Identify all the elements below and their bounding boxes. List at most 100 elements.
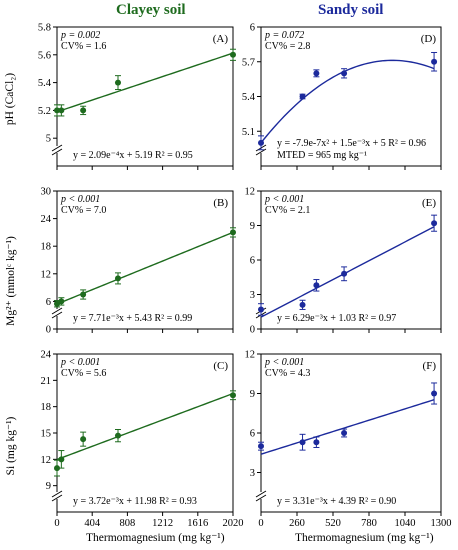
panel-4-y-tick-label: 6 [250, 256, 255, 267]
panel-6-x-tick-label: 260 [289, 518, 305, 529]
x-axis-label-clayey: Thermomagnesium (mg kg⁻¹) [86, 532, 225, 544]
panel-3-axis-break-line [51, 311, 63, 319]
panel-4-data-point [258, 306, 264, 313]
panel-1-panel-label: (A) [213, 33, 229, 45]
panel-4-fit-line [260, 226, 435, 318]
panel-5-data-point [58, 456, 65, 463]
panel-5-x-tick-label: 1616 [187, 518, 208, 529]
panel-6-axis-break-line [255, 490, 267, 498]
panel-4-p-value: p < 0.001 [264, 194, 304, 205]
panel-3-fit-line [56, 231, 234, 305]
panel-1-y-tick-label: 5.8 [38, 23, 51, 34]
panel-6-axis-break-gap [256, 492, 266, 499]
panel-2-y-tick-label: 5.7 [242, 57, 255, 68]
panel-3-data-point [230, 229, 236, 236]
panel-1-y-tick-label: 5.6 [38, 50, 51, 61]
panel-2-p-value: p = 0.072 [264, 30, 304, 41]
panel-3-axis-break-gap [52, 309, 62, 316]
panel-5-y-tick-label: 18 [41, 402, 52, 413]
panel-5-x-tick-label: 0 [54, 518, 59, 529]
panel-6-data-point [299, 439, 306, 446]
panel-6-x-tick-label: 780 [361, 518, 377, 529]
panel-6-equation: y = 3.31e⁻³x + 4.39 R² = 0.90 [277, 496, 396, 507]
panel-4-y-tick-label: 3 [250, 290, 255, 301]
panel-6-panel-label: (F) [423, 360, 437, 372]
panel-1-axis-break [51, 144, 63, 156]
panel-2-panel-label: (D) [421, 33, 437, 45]
panel-3-data-point [80, 291, 87, 298]
panel-5-p-value: p < 0.001 [60, 357, 100, 368]
panel-5-data-point [230, 392, 236, 399]
panel-1-axis-break-gap [52, 146, 62, 153]
panel-6-x-tick-label: 1300 [431, 518, 452, 529]
panel-1-y-tick-label: 5 [46, 134, 51, 145]
panel-6-data-point [313, 439, 320, 446]
panel-3-y-tick-label: 0 [46, 325, 51, 336]
panel-5-cv: CV% = 5.6 [61, 368, 106, 379]
panel-1-axis-break-line [51, 144, 63, 152]
panel-6-axis-break [255, 490, 267, 502]
panel-6-data-point [431, 390, 438, 397]
panel-2-data-point [431, 58, 438, 65]
panel-5-x-tick-label: 2020 [223, 518, 244, 529]
panel-5-x-tick-label: 404 [84, 518, 101, 529]
panel-6-p-value: p < 0.001 [264, 357, 304, 368]
x-axis-label-sandy: Thermomagnesium (mg kg⁻¹) [295, 532, 434, 544]
panel-1-p-value: p = 0.002 [60, 30, 100, 41]
panel-1-y-tick-label: 5.2 [38, 106, 51, 117]
panel-6-y-tick-label: 9 [250, 389, 255, 400]
panel-6-data-point [341, 430, 348, 436]
panel-1-data-point [54, 107, 60, 114]
panel-6-data-point [258, 443, 264, 450]
panel-4-cv: CV% = 2.1 [265, 205, 310, 216]
panel-5-axis-break [51, 490, 63, 502]
panel-1-axis-break-line [51, 148, 63, 156]
panel-5-panel-label: (C) [213, 360, 228, 372]
panel-2-data-point [341, 70, 348, 77]
panel-3-y-tick-label: 12 [41, 269, 52, 280]
panel-3-equation: y = 7.71e⁻³x + 5.43 R² = 0.99 [73, 313, 192, 324]
column-title-sandy: Sandy soil [318, 2, 384, 18]
panel-2-mted: MTED = 965 mg kg⁻¹ [277, 150, 367, 161]
panel-5-data-point [114, 432, 121, 439]
panel-6-y-tick-label: 12 [245, 350, 256, 361]
panel-1-y-tick-label: 5.4 [38, 78, 52, 89]
panel-1-fit-line [56, 52, 234, 113]
panel-3-y-tick-label: 18 [41, 242, 52, 253]
panel-4-data-point [341, 270, 348, 277]
panel-5: 9 12 15 18 21 24 0 404 808 1212 1616 2020 p < 0.001C… [41, 350, 244, 530]
panel-2-equation: y = -7.9e-7x² + 1.5e⁻³x + 5 R² = 0.96 [277, 138, 426, 149]
panel-6-fit-line [260, 399, 435, 455]
panel-3-y-tick-label: 24 [41, 214, 52, 225]
panel-2-fit-line [260, 59, 435, 144]
panel-3-axis-break-line [51, 307, 63, 315]
panel-2-data-point [299, 93, 306, 100]
panel-6-x-tick-label: 0 [258, 518, 263, 529]
panel-4-panel-label: (E) [422, 197, 436, 209]
panel-3-y-tick-label: 30 [41, 187, 52, 198]
panel-6-x-tick-label: 520 [325, 518, 341, 529]
panel-5-y-tick-label: 24 [41, 350, 52, 361]
panel-4-y-tick-label: 9 [250, 221, 255, 232]
panel-5-y-tick-label: 9 [46, 481, 51, 492]
panel-3-cv: CV% = 7.0 [61, 205, 106, 216]
panel-2-cv: CV% = 2.8 [265, 41, 310, 52]
panel-5-axis-break-gap [52, 492, 62, 499]
panel-1-data-point [230, 51, 236, 58]
panel-2-axis-break-line [255, 148, 267, 156]
panel-5-x-tick-label: 1212 [152, 518, 173, 529]
panel-3-axis-break [51, 307, 63, 319]
panel-5-axis-break-line [51, 490, 63, 498]
panel-3-frame [56, 190, 234, 330]
panel-3-data-point [58, 298, 65, 305]
panel-1-cv: CV% = 1.6 [61, 41, 106, 52]
panel-5-data-point [80, 436, 87, 443]
panel-4-equation: y = 6.29e⁻³x + 1.03 R² = 0.97 [277, 313, 396, 324]
panel-5-axis-break-line [51, 494, 63, 502]
panel-3-p-value: p < 0.001 [60, 194, 100, 205]
